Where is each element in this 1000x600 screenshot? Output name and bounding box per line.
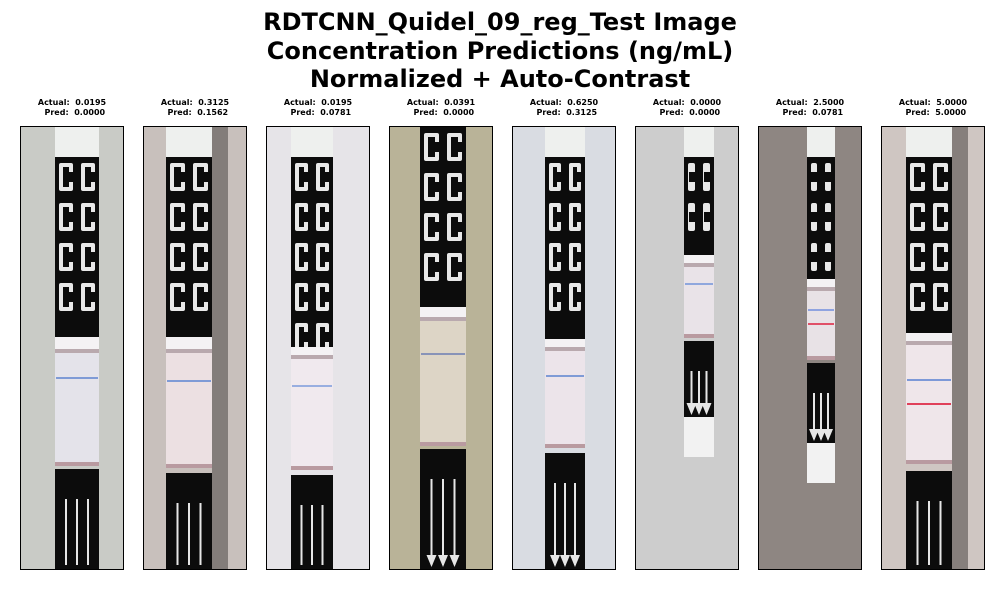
test-strip-image xyxy=(881,126,985,570)
strip-photo xyxy=(144,127,246,569)
pred-label: Pred: 0.1562 xyxy=(167,108,229,117)
strip-photo xyxy=(513,127,615,569)
test-strip-image xyxy=(20,126,124,570)
strip-photo xyxy=(267,127,369,569)
pred-label: Pred: 0.0000 xyxy=(44,108,106,117)
strip-photo xyxy=(390,127,492,569)
strip-photo xyxy=(636,127,738,569)
test-strip-image xyxy=(512,126,616,570)
figure-title: RDTCNN_Quidel_09_reg_Test Image Concentr… xyxy=(0,8,1000,94)
pred-label: Pred: 0.0781 xyxy=(290,108,352,117)
pred-label: Pred: 5.0000 xyxy=(905,108,967,117)
panel-caption: Actual: 0.0195 Pred: 0.0000 xyxy=(10,98,134,118)
test-strip-image xyxy=(758,126,862,570)
pred-label: Pred: 0.0000 xyxy=(413,108,475,117)
strip-photo xyxy=(21,127,123,569)
strip-photo xyxy=(759,127,861,569)
actual-label: Actual: 2.5000 xyxy=(775,98,845,107)
panel-caption: Actual: 0.0000 Pred: 0.0000 xyxy=(625,98,749,118)
actual-label: Actual: 0.6250 xyxy=(529,98,599,107)
actual-label: Actual: 0.0195 xyxy=(283,98,353,107)
panel-caption: Actual: 0.6250 Pred: 0.3125 xyxy=(502,98,626,118)
pred-label: Pred: 0.3125 xyxy=(536,108,598,117)
strip-photo xyxy=(882,127,984,569)
actual-label: Actual: 0.0391 xyxy=(406,98,476,107)
pred-label: Pred: 0.0781 xyxy=(782,108,844,117)
test-strip-image xyxy=(143,126,247,570)
pred-label: Pred: 0.0000 xyxy=(659,108,721,117)
title-line-1: RDTCNN_Quidel_09_reg_Test Image xyxy=(263,8,737,36)
actual-label: Actual: 0.0195 xyxy=(37,98,107,107)
actual-label: Actual: 5.0000 xyxy=(898,98,968,107)
title-line-2: Concentration Predictions (ng/mL) xyxy=(266,36,734,65)
panel-caption: Actual: 0.0195 Pred: 0.0781 xyxy=(256,98,380,118)
test-strip-image xyxy=(635,126,739,570)
actual-label: Actual: 0.3125 xyxy=(160,98,230,107)
panel-caption: Actual: 2.5000 Pred: 0.0781 xyxy=(748,98,872,118)
test-strip-image xyxy=(266,126,370,570)
test-strip-image xyxy=(389,126,493,570)
panel-caption: Actual: 5.0000 Pred: 5.0000 xyxy=(871,98,995,118)
panel-caption: Actual: 0.3125 Pred: 0.1562 xyxy=(133,98,257,118)
actual-label: Actual: 0.0000 xyxy=(652,98,722,107)
title-line-3: Normalized + Auto-Contrast xyxy=(309,65,691,93)
panel-caption: Actual: 0.0391 Pred: 0.0000 xyxy=(379,98,503,118)
